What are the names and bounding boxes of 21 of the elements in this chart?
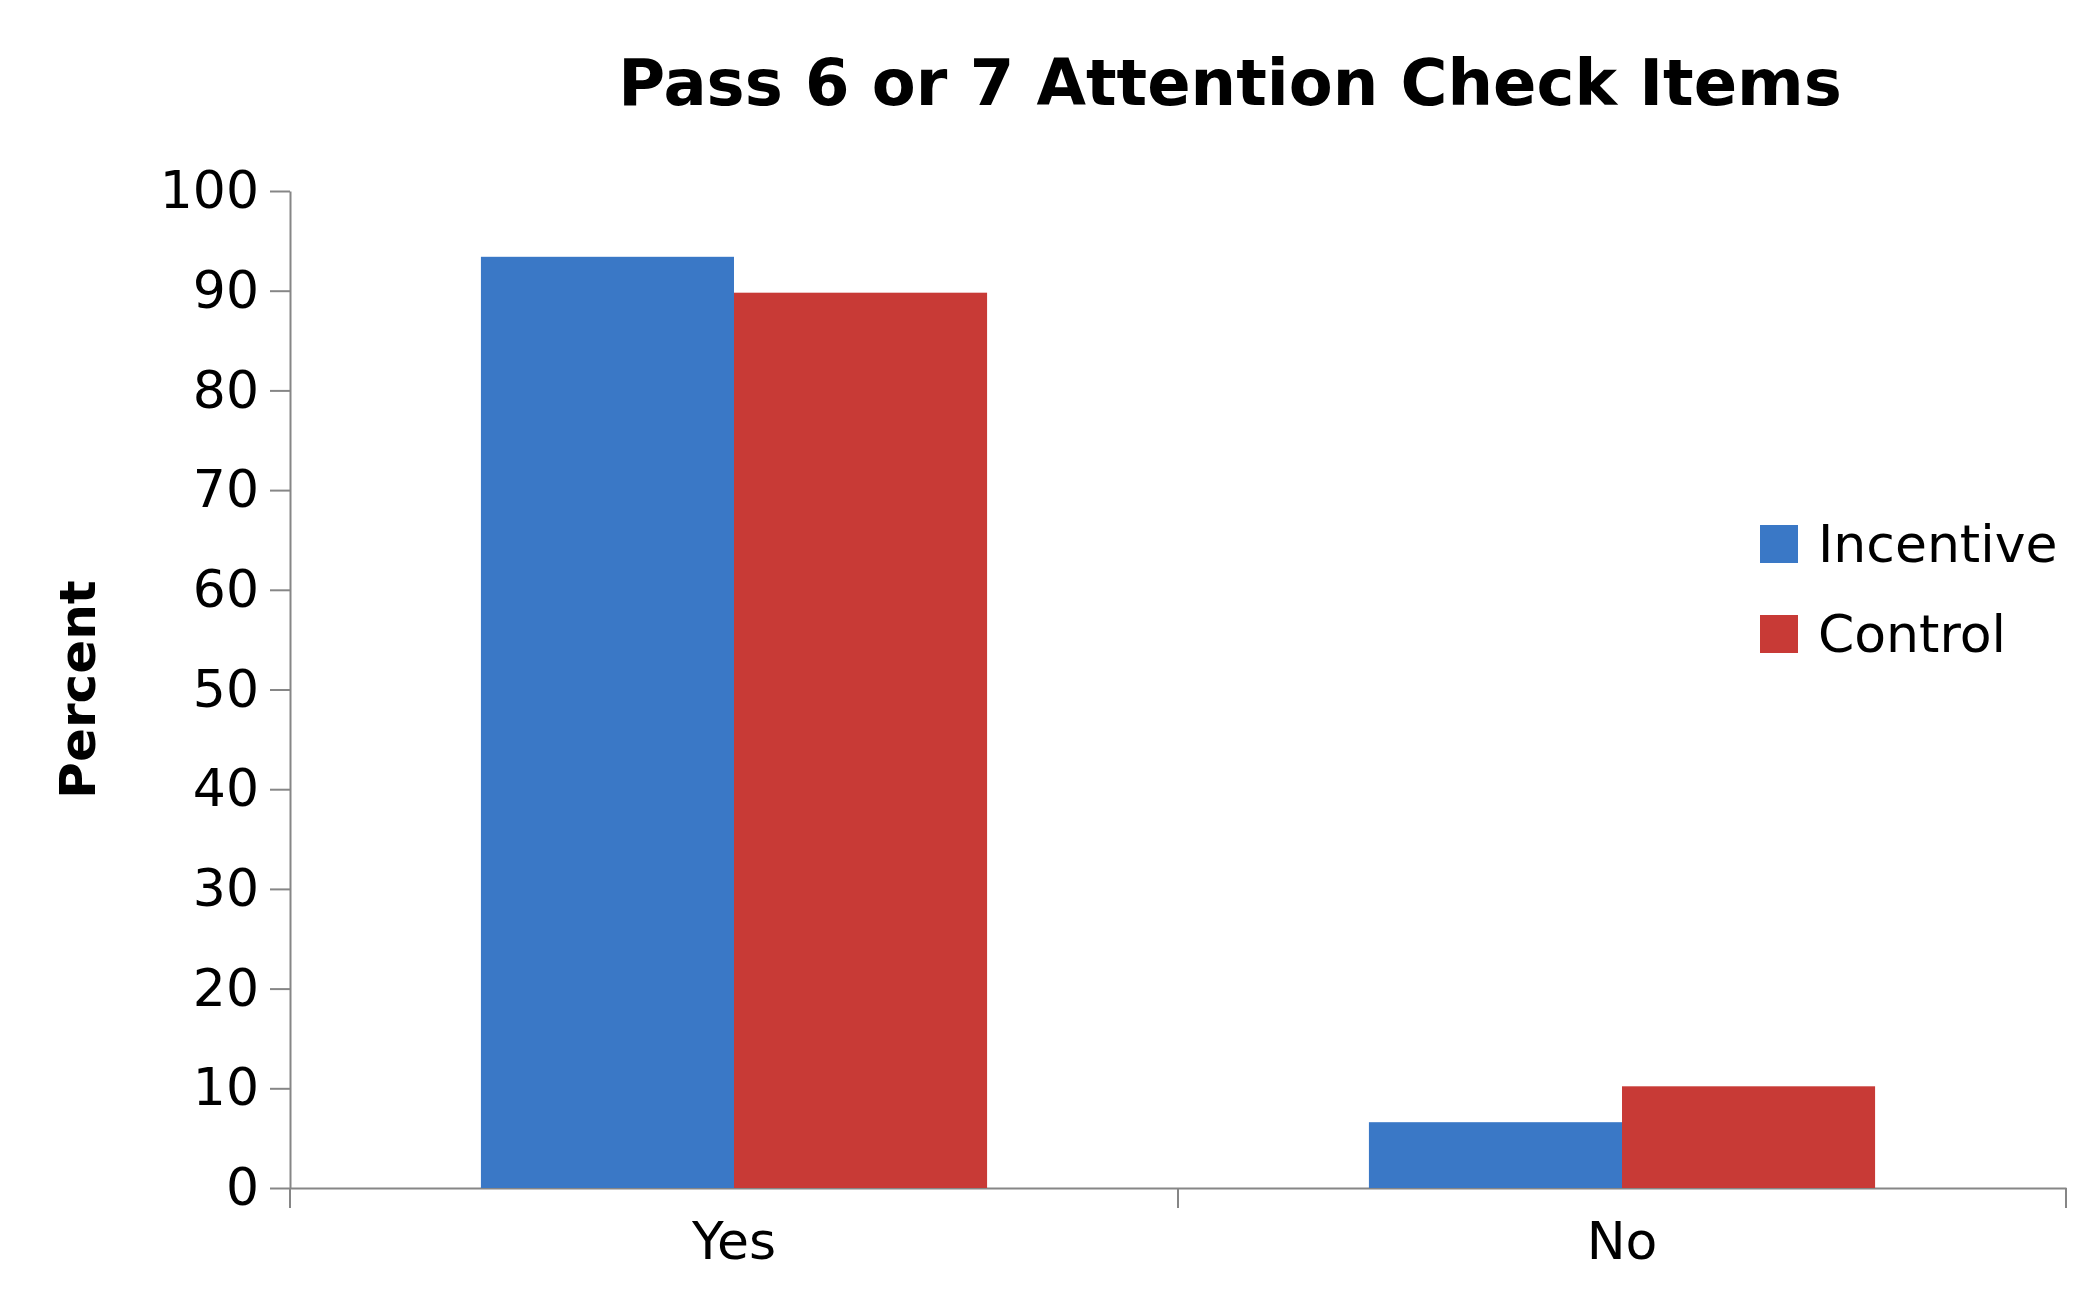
y-axis-title: Percent <box>49 580 107 799</box>
bar <box>1368 1122 1622 1188</box>
y-tick-label: 0 <box>225 1157 259 1218</box>
y-tick-label: 20 <box>192 957 259 1018</box>
legend-label: Control <box>1818 604 2006 664</box>
bar <box>1622 1086 1876 1188</box>
y-tick-label: 50 <box>192 658 259 719</box>
chart-title: Pass 6 or 7 Attention Check Items <box>618 46 1842 120</box>
bar <box>734 292 988 1188</box>
y-tick-label: 80 <box>192 359 259 420</box>
y-tick-label: 70 <box>192 459 259 520</box>
legend-label: Incentive <box>1818 514 2058 574</box>
y-tick-label: 90 <box>192 259 259 320</box>
y-tick-label: 100 <box>159 160 259 221</box>
y-tick-label: 40 <box>192 758 259 819</box>
y-tick-label: 10 <box>192 1057 259 1118</box>
x-tick-label: No <box>1586 1210 1658 1271</box>
y-tick-label: 30 <box>192 858 259 919</box>
x-tick-label: Yes <box>691 1210 776 1271</box>
y-tick-label: 60 <box>192 558 259 619</box>
bar <box>480 256 734 1188</box>
